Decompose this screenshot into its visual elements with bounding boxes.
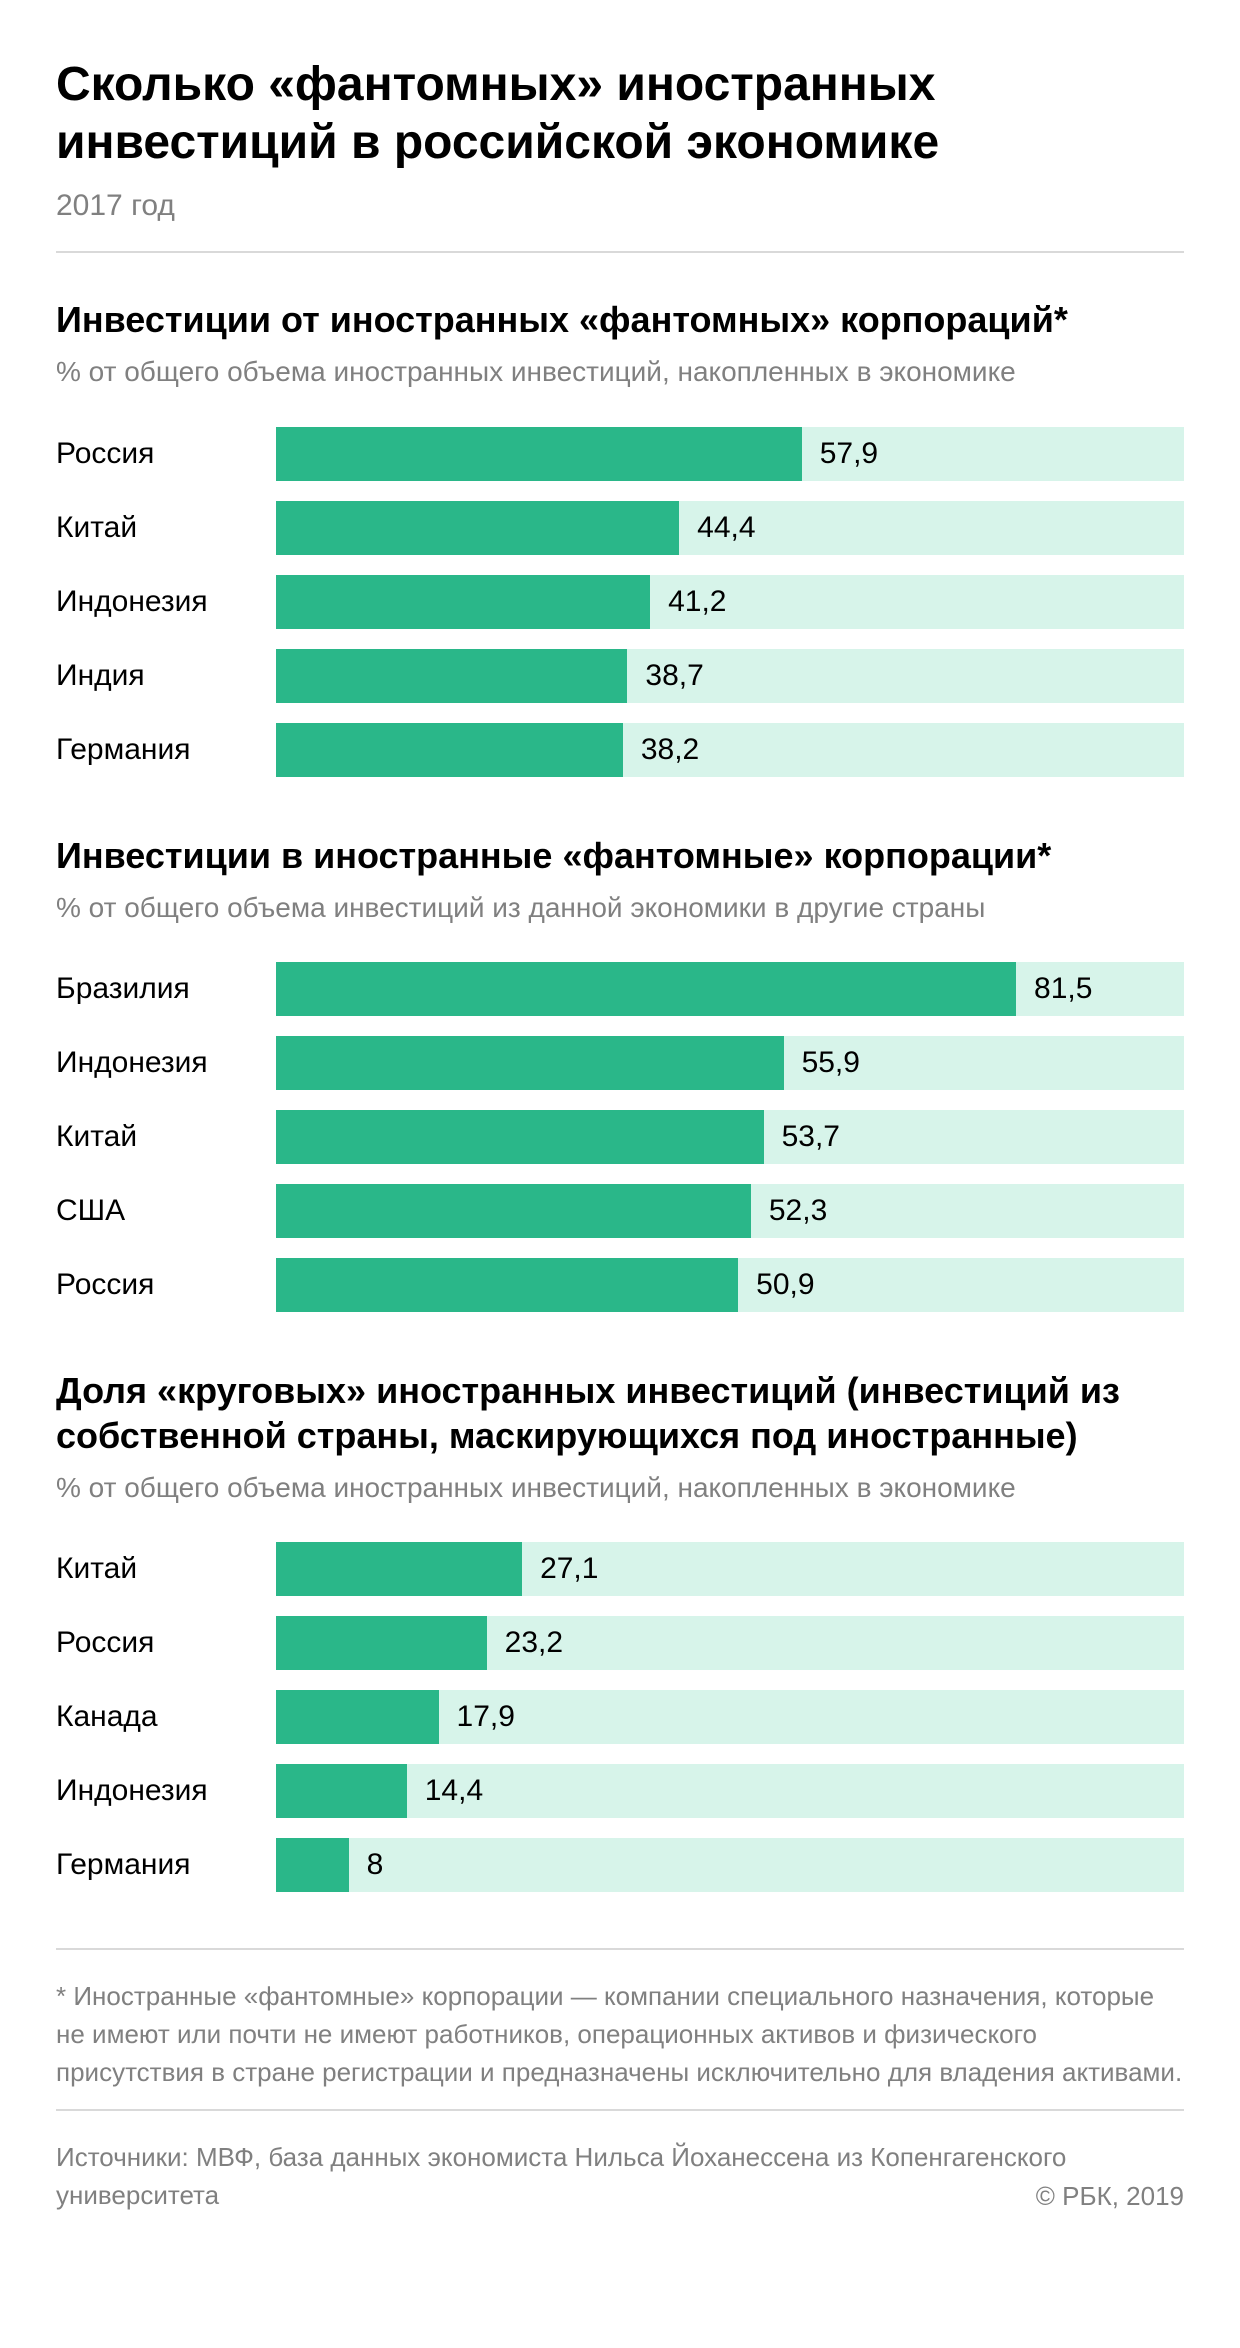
section-title: Доля «круговых» иностранных инвестиций (… — [56, 1368, 1184, 1458]
bar-value: 57,9 — [820, 437, 878, 471]
bar-label: Индонезия — [56, 1776, 276, 1806]
bar-value: 50,9 — [756, 1268, 814, 1302]
divider — [56, 1948, 1184, 1950]
bar-value: 38,2 — [641, 733, 699, 767]
bar-label: Германия — [56, 735, 276, 765]
bar-value: 55,9 — [802, 1046, 860, 1080]
bar-track: 50,9 — [276, 1258, 1184, 1312]
bar-fill — [276, 649, 627, 703]
bar-label: Россия — [56, 1628, 276, 1658]
bar-value: 8 — [367, 1848, 384, 1882]
bar-value: 44,4 — [697, 511, 755, 545]
bar-label: Китай — [56, 513, 276, 543]
bar-label: Германия — [56, 1850, 276, 1880]
bar-fill — [276, 962, 1016, 1016]
section-subtitle: % от общего объема инвестиций из данной … — [56, 890, 1184, 926]
bar-row: США 52,3 — [56, 1184, 1184, 1238]
bar-track: 14,4 — [276, 1764, 1184, 1818]
bar-fill — [276, 1616, 487, 1670]
bar-track: 23,2 — [276, 1616, 1184, 1670]
bar-fill — [276, 501, 679, 555]
bar-row: Канада 17,9 — [56, 1690, 1184, 1744]
divider — [56, 2109, 1184, 2111]
bar-fill — [276, 1690, 439, 1744]
bar-value: 17,9 — [457, 1700, 515, 1734]
bar-label: Китай — [56, 1122, 276, 1152]
bar-track: 8 — [276, 1838, 1184, 1892]
bar-fill — [276, 1542, 522, 1596]
bar-value: 41,2 — [668, 585, 726, 619]
bar-track: 38,2 — [276, 723, 1184, 777]
section-subtitle: % от общего объема иностранных инвестици… — [56, 1470, 1184, 1506]
bar-label: Индонезия — [56, 587, 276, 617]
bar-value: 81,5 — [1034, 972, 1092, 1006]
bar-track: 17,9 — [276, 1690, 1184, 1744]
bar-fill — [276, 1184, 751, 1238]
bar-track: 57,9 — [276, 427, 1184, 481]
bar-fill — [276, 1110, 764, 1164]
bar-row: Индонезия 14,4 — [56, 1764, 1184, 1818]
section-title: Инвестиции от иностранных «фантомных» ко… — [56, 297, 1184, 342]
bar-value: 23,2 — [505, 1626, 563, 1660]
bar-label: США — [56, 1196, 276, 1226]
divider — [56, 251, 1184, 253]
sections-container: Инвестиции от иностранных «фантомных» ко… — [56, 297, 1184, 1892]
bar-row: Россия 23,2 — [56, 1616, 1184, 1670]
bar-row: Индонезия 55,9 — [56, 1036, 1184, 1090]
bar-label: Россия — [56, 1270, 276, 1300]
copyright: © РБК, 2019 — [56, 2181, 1184, 2212]
bar-track: 52,3 — [276, 1184, 1184, 1238]
bar-row: Китай 53,7 — [56, 1110, 1184, 1164]
bar-fill — [276, 1258, 738, 1312]
section-title: Инвестиции в иностранные «фантомные» кор… — [56, 833, 1184, 878]
bar-fill — [276, 427, 802, 481]
bar-track: 53,7 — [276, 1110, 1184, 1164]
bar-track: 44,4 — [276, 501, 1184, 555]
bar-track: 27,1 — [276, 1542, 1184, 1596]
bar-label: Россия — [56, 439, 276, 469]
chart-section: Инвестиции от иностранных «фантомных» ко… — [56, 297, 1184, 776]
bar-value: 53,7 — [782, 1120, 840, 1154]
bar-value: 27,1 — [540, 1552, 598, 1586]
chart-section: Доля «круговых» иностранных инвестиций (… — [56, 1368, 1184, 1892]
bar-fill — [276, 575, 650, 629]
bar-label: Индонезия — [56, 1048, 276, 1078]
bar-fill — [276, 1764, 407, 1818]
page-title: Сколько «фантомных» иностранных инвестиц… — [56, 56, 1184, 171]
bar-value: 14,4 — [425, 1774, 483, 1808]
bar-row: Китай 27,1 — [56, 1542, 1184, 1596]
bar-row: Бразилия 81,5 — [56, 962, 1184, 1016]
section-subtitle: % от общего объема иностранных инвестици… — [56, 354, 1184, 390]
bar-row: Китай 44,4 — [56, 501, 1184, 555]
bar-label: Китай — [56, 1554, 276, 1584]
bar-track: 38,7 — [276, 649, 1184, 703]
bar-track: 81,5 — [276, 962, 1184, 1016]
bar-row: Россия 57,9 — [56, 427, 1184, 481]
bar-row: Россия 50,9 — [56, 1258, 1184, 1312]
bar-row: Германия 8 — [56, 1838, 1184, 1892]
bar-track: 41,2 — [276, 575, 1184, 629]
chart-section: Инвестиции в иностранные «фантомные» кор… — [56, 833, 1184, 1312]
year-label: 2017 год — [56, 189, 1184, 223]
bar-row: Индонезия 41,2 — [56, 575, 1184, 629]
bar-track: 55,9 — [276, 1036, 1184, 1090]
bar-label: Индия — [56, 661, 276, 691]
bar-fill — [276, 723, 623, 777]
bar-label: Бразилия — [56, 974, 276, 1004]
bar-value: 52,3 — [769, 1194, 827, 1228]
bar-row: Германия 38,2 — [56, 723, 1184, 777]
bar-value: 38,7 — [645, 659, 703, 693]
footnote: * Иностранные «фантомные» корпорации — к… — [56, 1978, 1184, 2091]
bar-label: Канада — [56, 1702, 276, 1732]
bar-fill — [276, 1036, 784, 1090]
bar-fill — [276, 1838, 349, 1892]
bar-row: Индия 38,7 — [56, 649, 1184, 703]
